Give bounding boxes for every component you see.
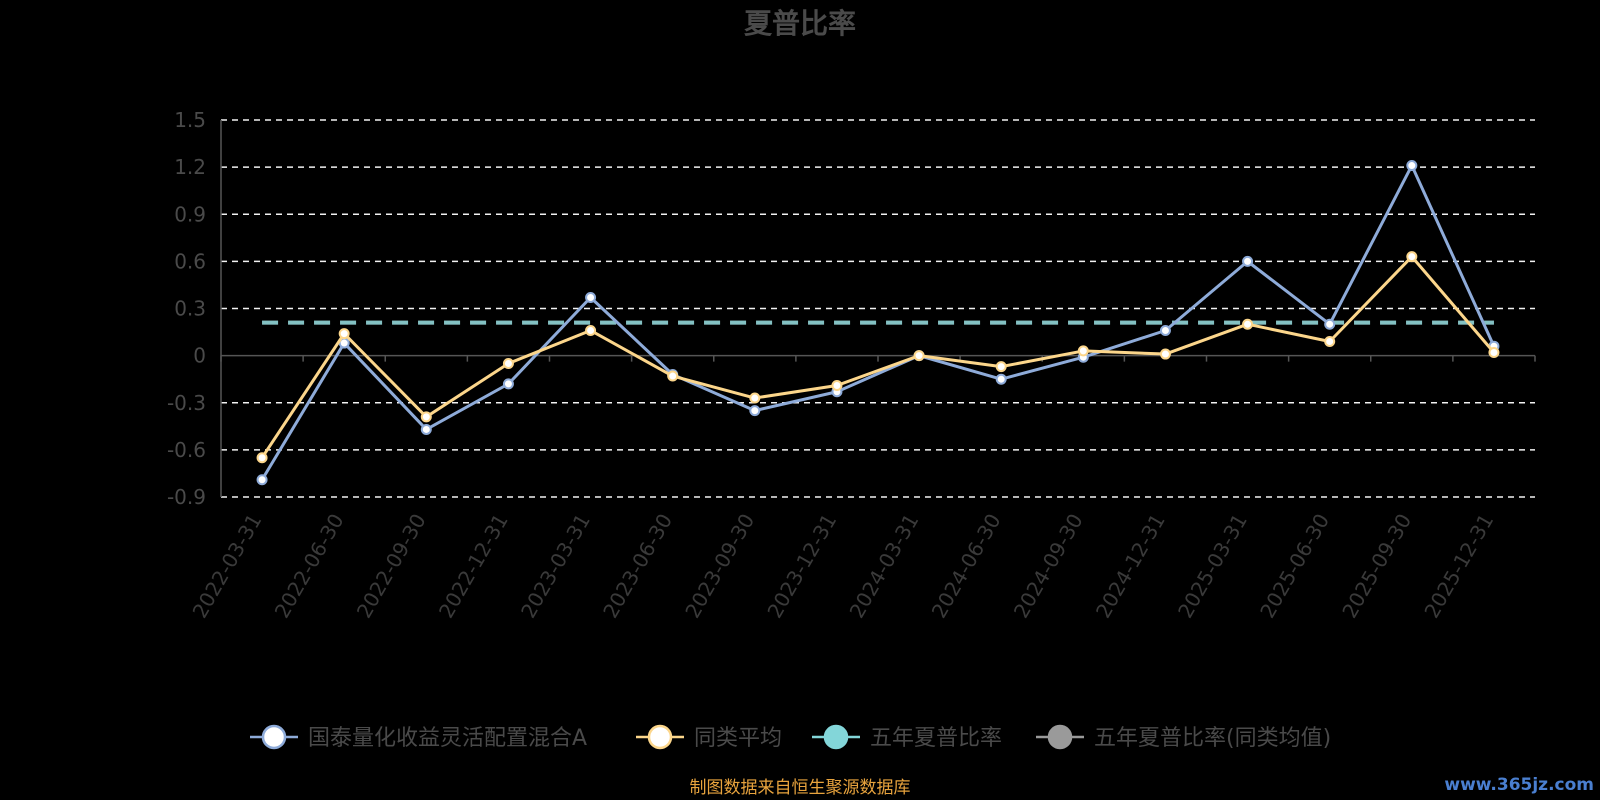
series-line <box>260 255 1496 459</box>
data-point[interactable] <box>831 379 843 391</box>
data-point[interactable] <box>1159 348 1171 360</box>
x-tick-label: 2023-06-30 <box>598 510 677 623</box>
y-tick-label: -0.3 <box>167 391 206 415</box>
data-point[interactable] <box>995 373 1007 385</box>
legend-item[interactable]: 五年夏普比率 <box>812 724 1002 751</box>
series-1 <box>256 251 1500 464</box>
data-point[interactable] <box>256 474 268 486</box>
x-tick-label: 2023-09-30 <box>680 510 759 623</box>
x-tick-label: 2023-03-31 <box>516 510 595 623</box>
data-point[interactable] <box>749 405 761 417</box>
legend-marker-icon <box>823 724 849 750</box>
data-point[interactable] <box>420 423 432 435</box>
data-point[interactable] <box>1159 324 1171 336</box>
y-tick-label: 0.9 <box>174 202 206 226</box>
legend[interactable]: 国泰量化收益灵活配置混合A 同类平均 五年夏普比率 五年夏普比率(同类均值) <box>250 724 1331 751</box>
legend-label: 国泰量化收益灵活配置混合A <box>308 726 587 751</box>
data-point[interactable] <box>1406 160 1418 172</box>
legend-item[interactable]: 同类平均 <box>636 724 782 751</box>
x-tick-label: 2022-03-31 <box>187 510 266 623</box>
x-tick-label: 2024-03-31 <box>844 510 923 623</box>
data-point[interactable] <box>1242 318 1254 330</box>
x-tick-label: 2024-06-30 <box>927 510 1006 623</box>
legend-label: 同类平均 <box>694 726 782 751</box>
chart-title: 夏普比率 <box>744 7 856 40</box>
data-point[interactable] <box>502 378 514 390</box>
legend-label: 五年夏普比率 <box>870 726 1002 751</box>
grid-lines: 1.5 1.2 0.9 0.6 0.3 0 -0.3 -0.6 -0.9 <box>167 108 1535 509</box>
y-tick-label: -0.9 <box>167 485 206 509</box>
data-point[interactable] <box>585 324 597 336</box>
x-tick-label: 2022-06-30 <box>270 510 349 623</box>
data-point[interactable] <box>1406 251 1418 263</box>
x-tick-label: 2024-12-31 <box>1091 510 1170 623</box>
x-tick-label: 2025-03-31 <box>1173 510 1252 623</box>
y-tick-label: 1.5 <box>174 108 206 132</box>
y-tick-label: 0.6 <box>174 249 206 273</box>
x-tick-label: 2023-12-31 <box>762 510 841 623</box>
y-tick-label: -0.6 <box>167 438 206 462</box>
x-tick-label: 2025-09-30 <box>1337 510 1416 623</box>
legend-marker-icon <box>261 724 287 750</box>
data-point[interactable] <box>667 370 679 382</box>
data-point[interactable] <box>913 350 925 362</box>
data-point[interactable] <box>1242 255 1254 267</box>
axes: 2022-03-31 2022-06-30 2022-09-30 2022-12-31… <box>187 120 1536 623</box>
data-point[interactable] <box>1324 335 1336 347</box>
y-tick-label: 0 <box>193 344 206 368</box>
watermark-text: www.365jz.com <box>1444 775 1594 795</box>
data-point[interactable] <box>1488 346 1500 358</box>
x-tick-label: 2024-09-30 <box>1009 510 1088 623</box>
legend-item[interactable]: 五年夏普比率(同类均值) <box>1036 724 1331 751</box>
y-tick-label: 0.3 <box>174 297 206 321</box>
data-point[interactable] <box>1324 318 1336 330</box>
legend-marker-icon <box>1047 724 1073 750</box>
y-tick-label: 1.2 <box>174 155 206 179</box>
data-point[interactable] <box>749 392 761 404</box>
series-line <box>260 164 1496 481</box>
legend-marker-icon <box>647 724 673 750</box>
x-tick-label: 2025-12-31 <box>1419 510 1498 623</box>
data-point[interactable] <box>338 328 350 340</box>
data-point[interactable] <box>995 361 1007 373</box>
x-tick-label: 2022-12-31 <box>434 510 513 623</box>
data-point[interactable] <box>502 357 514 369</box>
data-point[interactable] <box>420 411 432 423</box>
legend-item[interactable]: 国泰量化收益灵活配置混合A <box>250 724 587 751</box>
data-point[interactable] <box>585 292 597 304</box>
x-tick-label: 2025-06-30 <box>1255 510 1334 623</box>
legend-label: 五年夏普比率(同类均值) <box>1094 726 1331 751</box>
data-point[interactable] <box>1077 345 1089 357</box>
source-note: 制图数据来自恒生聚源数据库 <box>690 778 911 798</box>
series-lines <box>256 160 1500 486</box>
data-point[interactable] <box>256 452 268 464</box>
x-tick-label: 2022-09-30 <box>352 510 431 623</box>
